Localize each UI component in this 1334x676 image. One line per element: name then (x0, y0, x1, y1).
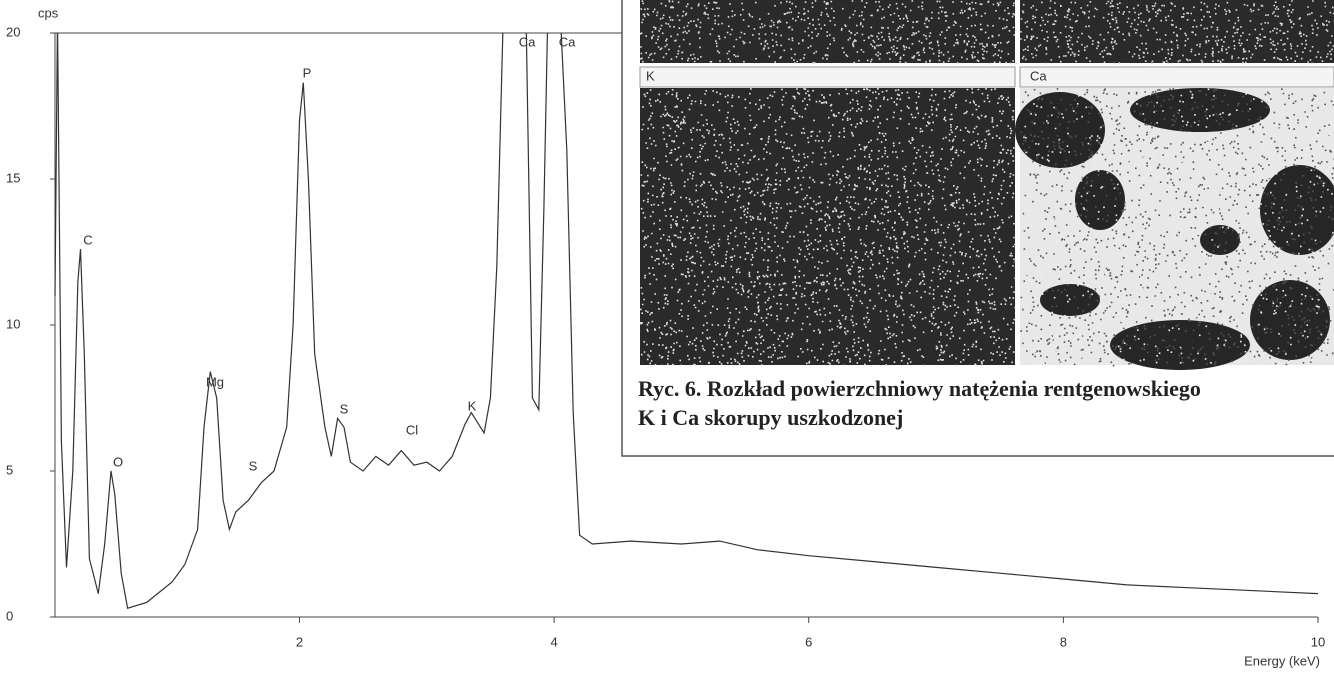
caption: K i Ca skorupy uszkodzonej (638, 405, 903, 430)
y-tick-label: 20 (6, 24, 20, 39)
speckle (1020, 88, 1334, 367)
x-tick-label: 6 (805, 634, 812, 649)
panel-label-bar (1019, 66, 1334, 88)
peak-label: Ca (559, 34, 576, 49)
peak-label: S (249, 458, 258, 473)
peak-label: O (113, 454, 123, 469)
peak-label: K (468, 398, 477, 413)
peak-label: Ca (519, 34, 536, 49)
panel-label: Ca (1030, 68, 1047, 83)
y-tick-label: 10 (6, 316, 20, 331)
y-tick-label: 5 (6, 462, 13, 477)
caption: Ryc. 6. Rozkład powierzchniowy natężenia… (638, 376, 1201, 401)
spectrum-line (54, 33, 1319, 609)
panel-image (1020, 0, 1334, 63)
peak-label: Mg (206, 374, 224, 389)
inset: K Ca Ryc. 6. Rozkład powierzchniowy natę… (621, 0, 1334, 457)
x-tick-label: 2 (296, 634, 303, 649)
peak-label: S (340, 401, 349, 416)
speckle (1020, 0, 1334, 65)
x-tick-label: 4 (550, 634, 557, 649)
dark-regions (1015, 88, 1334, 370)
x-tick-label: 10 (1311, 634, 1325, 649)
speckle (640, 0, 1017, 65)
y-tick-label: 0 (6, 608, 13, 623)
y-tick-label: 15 (6, 170, 20, 185)
panel-label: K (646, 68, 655, 83)
speckle (1020, 88, 1334, 366)
y-axis-label: cps (38, 5, 59, 20)
peak-label: C (83, 232, 92, 247)
peak-label: P (303, 65, 312, 80)
x-axis-label: Energy (keV) (1244, 653, 1320, 668)
panel-label-bar (639, 66, 1016, 88)
x-tick-label: 8 (1060, 634, 1067, 649)
peak-label: Cl (406, 422, 418, 437)
